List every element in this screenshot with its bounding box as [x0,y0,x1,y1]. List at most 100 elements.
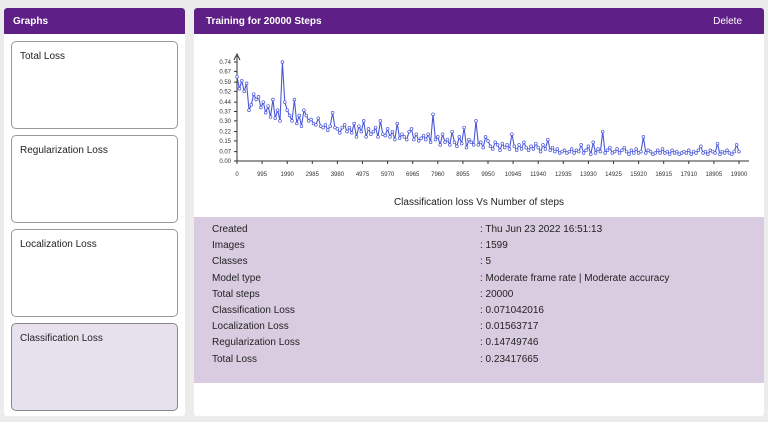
data-point [273,116,277,120]
x-tick-label: 13930 [580,172,597,178]
info-value: : 0.01563717 [480,321,539,333]
data-point [507,147,512,151]
x-tick-label: 11940 [530,172,547,178]
data-point [658,151,662,155]
y-tick-label: 0.52 [219,89,231,95]
y-tick-label: 0.30 [219,119,231,125]
data-point [481,145,485,150]
data-point [436,135,440,139]
data-point [505,143,509,147]
graphs-panel-title: Graphs [4,8,185,34]
data-point [326,128,330,132]
data-point [529,144,533,149]
data-point [598,149,603,154]
data-point [445,137,450,142]
data-point [393,137,397,142]
data-point [689,152,693,157]
data-point [364,135,368,139]
y-axis-arrow [233,52,241,61]
data-point [694,151,698,155]
data-point [421,133,426,138]
data-point [328,124,332,128]
data-point [397,136,402,141]
data-point [400,132,404,136]
data-point [567,149,572,154]
data-point [522,140,526,145]
x-tick-label: 19900 [731,172,748,178]
data-point [404,137,409,142]
data-point [713,151,717,155]
data-point [734,143,739,147]
data-point [617,151,622,155]
y-tick-label: 0.74 [219,60,231,66]
info-label: Classification Loss [212,305,295,316]
data-point [603,151,607,155]
data-point [371,129,376,134]
data-point [471,143,476,147]
data-point [414,132,419,136]
info-row: Model type: Moderate frame rate | Modera… [194,273,764,289]
info-value: : Thu Jun 23 2022 16:51:13 [480,224,603,235]
data-point [395,121,399,126]
data-point [655,148,660,153]
data-point [579,143,583,147]
data-point [670,148,674,153]
data-point [684,151,689,155]
data-point [251,92,256,96]
info-value: : 0.14749746 [480,337,539,349]
data-point [641,135,646,139]
x-tick-label: 10945 [505,172,522,178]
data-point [519,147,524,151]
info-label: Classes [212,256,248,268]
graph-card-classification-loss[interactable]: Classification Loss [11,323,178,411]
data-point [624,149,629,154]
data-point [665,149,670,154]
data-point [450,129,454,134]
graph-card-regularization-loss[interactable]: Regularization Loss [11,135,178,223]
training-info: Created: Thu Jun 23 2022 16:51:13 Images:… [194,217,764,383]
graphs-panel: Graphs Total Loss Regularization Loss Lo… [4,8,185,416]
data-point [550,145,555,150]
graph-card-localization-loss[interactable]: Localization Loss [11,229,178,317]
data-point [696,148,701,153]
data-points [235,60,741,157]
data-point [357,124,361,128]
data-point [278,119,282,123]
data-point [321,125,325,130]
info-label: Model type [212,272,261,284]
data-point [275,108,280,112]
data-point [428,140,433,145]
info-row: Images: 1599 [194,240,764,256]
data-point [457,135,462,139]
info-label: Total steps [212,288,260,300]
graph-card-label: Localization Loss [20,239,97,250]
data-point [345,129,349,134]
classification-loss-chart: 0.00 0.07 0.15 0.22 0.30 0.37 0.44 0.52 0.59 0.67… [219,52,749,208]
data-point [359,129,364,134]
data-point [323,123,328,127]
y-tick-label: 0.22 [219,130,231,136]
data-point [581,151,586,155]
data-point [448,143,452,147]
data-point [586,144,591,149]
data-point [593,151,598,155]
data-point [541,143,545,147]
data-point [553,149,557,154]
data-point [491,147,495,151]
data-point [424,137,428,142]
x-tick-label: 5970 [381,172,395,178]
data-point [261,100,266,104]
graph-card-total-loss[interactable]: Total Loss [11,41,178,129]
data-point [416,139,421,143]
data-point [732,149,736,154]
x-tick-label: 995 [257,172,268,178]
data-point [285,108,289,112]
data-point [510,132,514,136]
data-point [632,151,636,155]
delete-button[interactable]: Delete [713,16,742,27]
data-point [263,111,268,115]
data-point [675,149,679,154]
data-point [235,74,239,79]
info-value: : 20000 [480,288,514,300]
data-point [464,145,469,150]
